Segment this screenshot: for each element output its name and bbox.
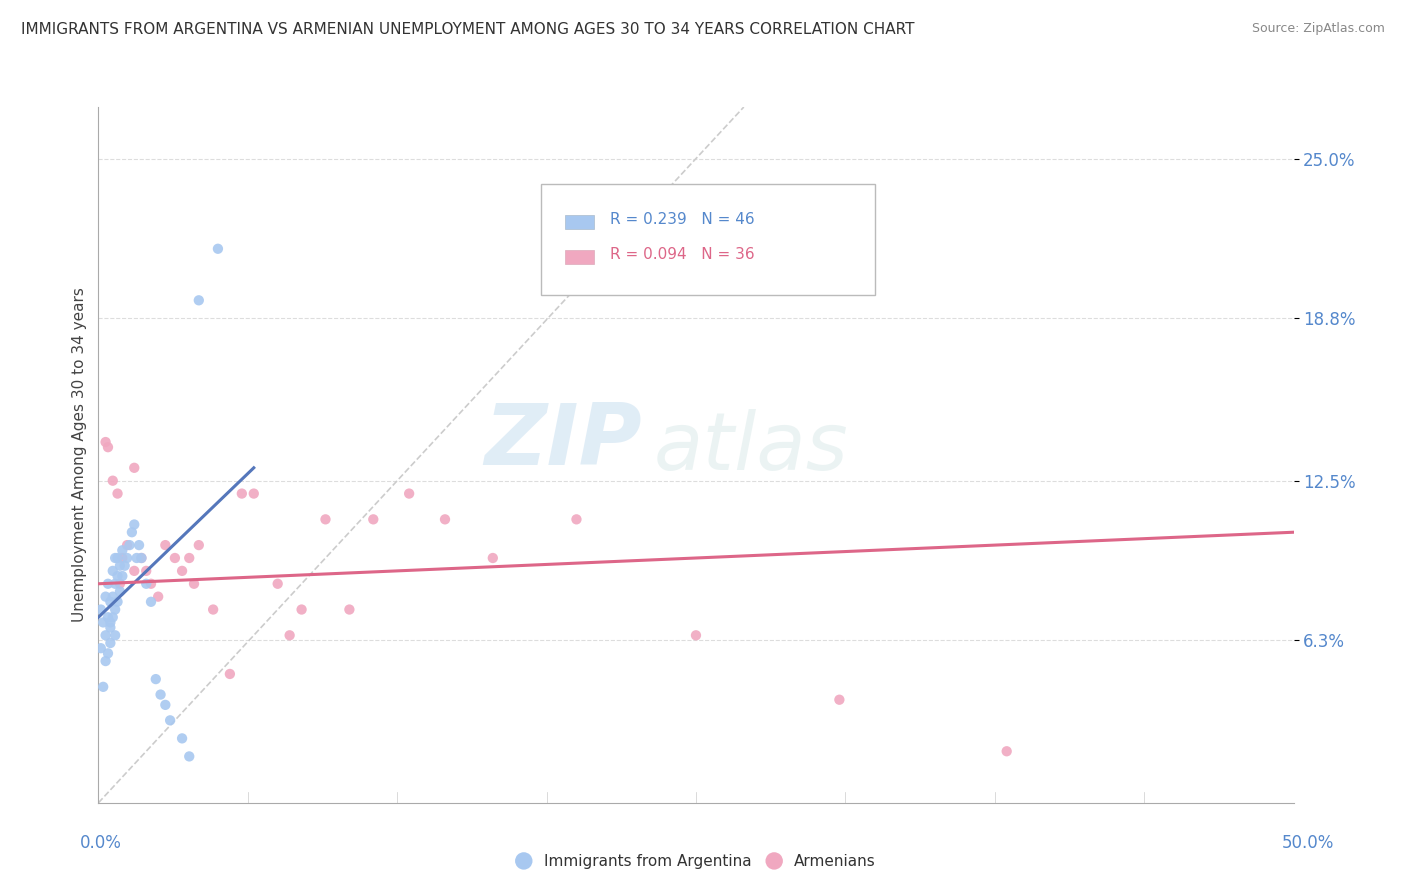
Point: [98, 595, 122, 609]
Point: [118, 538, 141, 552]
Point: [97, 440, 120, 454]
Point: [108, 558, 131, 573]
Point: [163, 551, 186, 566]
Text: 0.0%: 0.0%: [80, 834, 122, 852]
Point: [267, 576, 290, 591]
Point: [97, 610, 120, 624]
Point: [148, 590, 170, 604]
Y-axis label: Unemployment Among Ages 30 to 34 years: Unemployment Among Ages 30 to 34 years: [72, 287, 87, 623]
Point: [98, 615, 122, 630]
Point: [101, 564, 124, 578]
Point: [115, 538, 138, 552]
Point: [207, 242, 229, 256]
Point: [315, 512, 337, 526]
Point: [104, 551, 127, 566]
Point: [337, 602, 360, 616]
Point: [107, 486, 129, 500]
Point: [278, 628, 301, 642]
Point: [128, 538, 150, 552]
Point: [91, 615, 114, 630]
Point: [179, 749, 201, 764]
Point: [107, 595, 129, 609]
Point: [231, 486, 253, 500]
Point: [124, 517, 146, 532]
Point: [114, 558, 136, 573]
Point: [135, 564, 157, 578]
Point: [155, 538, 177, 552]
Point: [202, 602, 225, 616]
Point: [111, 543, 134, 558]
Point: [115, 551, 138, 566]
Point: [90, 641, 112, 656]
Point: [145, 672, 167, 686]
Text: atlas: atlas: [654, 409, 849, 487]
Point: [565, 512, 588, 526]
Point: [101, 610, 124, 624]
Point: [98, 636, 122, 650]
Point: [91, 680, 114, 694]
Text: R = 0.239   N = 46: R = 0.239 N = 46: [610, 212, 755, 227]
Point: [111, 551, 134, 566]
Bar: [565, 250, 595, 263]
Point: [90, 602, 112, 616]
Point: [398, 486, 420, 500]
Point: [179, 551, 201, 566]
Point: [107, 569, 129, 583]
Point: [139, 595, 162, 609]
Point: [121, 525, 143, 540]
Point: [187, 293, 209, 308]
Point: [685, 628, 707, 642]
Point: [94, 435, 117, 450]
Point: [108, 576, 131, 591]
Point: [98, 621, 122, 635]
Text: R = 0.094   N = 36: R = 0.094 N = 36: [610, 247, 755, 262]
Point: [172, 564, 194, 578]
Text: Source: ZipAtlas.com: Source: ZipAtlas.com: [1251, 22, 1385, 36]
Point: [363, 512, 385, 526]
Point: [135, 576, 157, 591]
Point: [94, 654, 117, 668]
Point: [94, 628, 117, 642]
Point: [108, 584, 131, 599]
Point: [104, 602, 127, 616]
Bar: [565, 215, 595, 229]
Point: [828, 692, 851, 706]
Point: [139, 576, 162, 591]
Point: [124, 564, 146, 578]
Point: [104, 628, 127, 642]
Point: [183, 576, 205, 591]
Point: [101, 474, 124, 488]
Point: [107, 551, 129, 566]
Point: [131, 551, 153, 566]
Point: [111, 569, 134, 583]
Point: [149, 688, 172, 702]
Point: [219, 667, 242, 681]
Point: [290, 602, 312, 616]
Point: [97, 646, 120, 660]
Point: [187, 538, 209, 552]
Point: [481, 551, 505, 566]
Point: [97, 576, 120, 591]
Point: [243, 486, 266, 500]
Point: [104, 576, 127, 591]
Point: [159, 714, 181, 728]
Point: [995, 744, 1018, 758]
Point: [172, 731, 194, 746]
Point: [131, 551, 153, 566]
Text: 50.0%: 50.0%: [1281, 834, 1334, 852]
Text: ZIP: ZIP: [485, 400, 643, 483]
FancyBboxPatch shape: [540, 184, 875, 295]
Point: [155, 698, 177, 712]
Point: [94, 590, 117, 604]
Point: [124, 460, 146, 475]
Point: [433, 512, 456, 526]
Legend: Immigrants from Argentina, Armenians: Immigrants from Argentina, Armenians: [510, 848, 882, 875]
Text: IMMIGRANTS FROM ARGENTINA VS ARMENIAN UNEMPLOYMENT AMONG AGES 30 TO 34 YEARS COR: IMMIGRANTS FROM ARGENTINA VS ARMENIAN UN…: [21, 22, 914, 37]
Point: [101, 590, 124, 604]
Point: [125, 551, 148, 566]
